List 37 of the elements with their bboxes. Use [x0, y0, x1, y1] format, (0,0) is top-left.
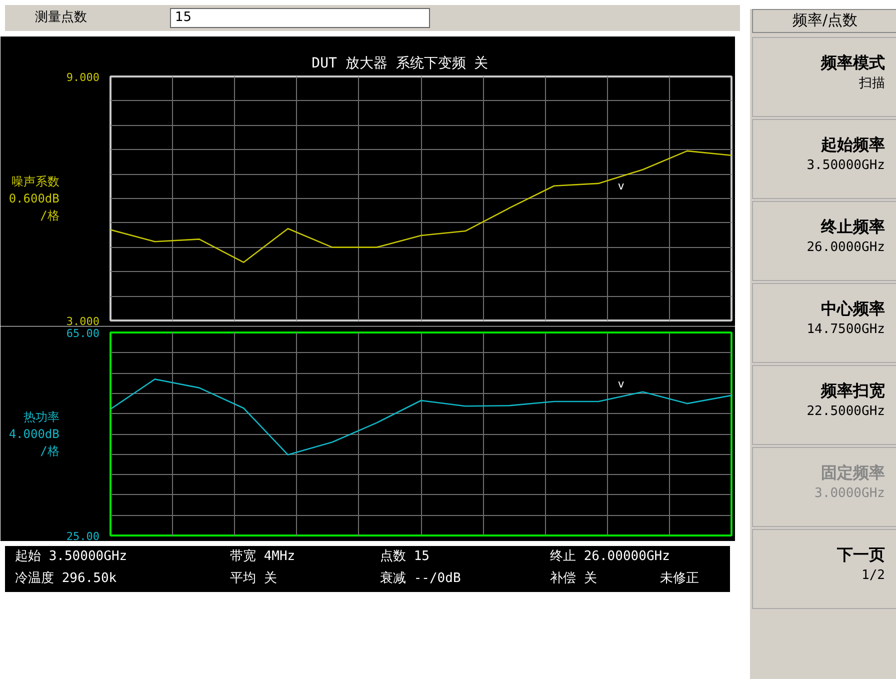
text: 补偿 关	[550, 570, 598, 588]
text: 终止频率	[820, 216, 885, 238]
text: 中心频率	[820, 298, 885, 320]
y-tick-label: 9.000	[66, 71, 100, 84]
text: 3.50000GHz	[806, 156, 885, 175]
text: 频率模式	[820, 52, 885, 74]
text: 频率扫宽	[820, 380, 885, 402]
text: 起始 3.50000GHz	[15, 548, 128, 566]
annotation: v	[618, 378, 625, 390]
text: 下一页	[836, 544, 885, 566]
y-axis-title: 噪声系数 0.600dB /格	[8, 174, 60, 222]
text: 起始频率	[820, 134, 885, 156]
text: 扫描	[858, 74, 885, 93]
text: 测量点数	[34, 8, 88, 27]
text: 终止 26.00000GHz	[550, 548, 671, 566]
y-axis-title: 热功率 4.000dB /格	[8, 410, 60, 458]
y-tick-label: 3.000	[66, 315, 100, 328]
y-tick-label: 65.00	[66, 327, 100, 340]
text: 平均 关	[230, 570, 278, 588]
text: 衰减 --/0dB	[380, 570, 462, 588]
text: 1/2	[860, 566, 885, 585]
y-tick-label: 25.00	[66, 530, 100, 543]
text: 未修正	[660, 570, 700, 588]
text: 带宽 4MHz	[230, 548, 296, 566]
chart-title: DUT 放大器 系统下变频 关	[312, 56, 488, 72]
text: 26.0000GHz	[806, 238, 885, 257]
text: 固定频率	[820, 462, 885, 484]
line-series	[110, 378, 732, 456]
text: 22.5000GHz	[806, 402, 885, 421]
text: 点数 15	[380, 548, 430, 566]
text: 15	[170, 8, 430, 28]
line-series	[110, 150, 732, 263]
annotation: v	[618, 180, 625, 192]
text: 3.0000GHz	[814, 484, 885, 503]
text: 14.7500GHz	[806, 320, 885, 339]
text: 频率/点数	[752, 9, 896, 33]
text: 冷温度 296.50k	[15, 570, 118, 588]
